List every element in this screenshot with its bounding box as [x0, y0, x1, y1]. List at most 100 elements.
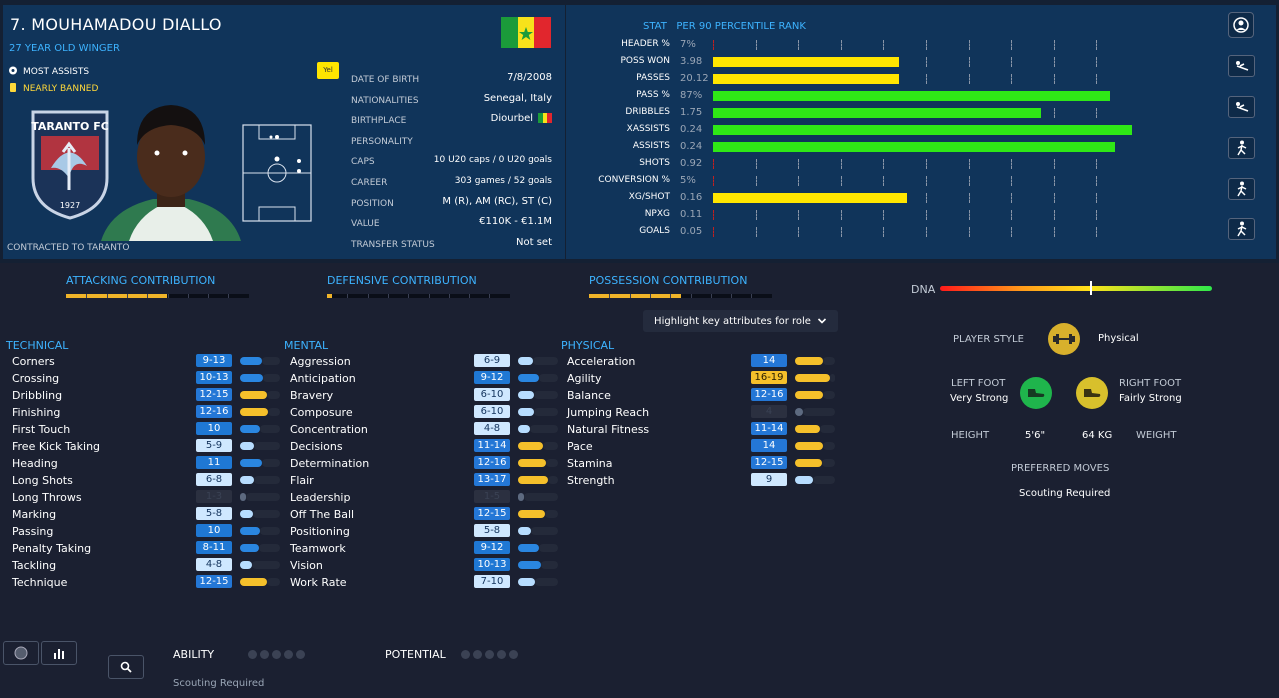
contribution-track: [589, 294, 772, 298]
attribute-bar-track: [267, 391, 280, 399]
attribute-bar: [518, 493, 524, 501]
attribute-bar-track: [830, 374, 835, 382]
running-player-icon: [1236, 221, 1246, 237]
stat-gridline: [1053, 176, 1055, 186]
player-header: 7. MOUHAMADOU DIALLO 27 YEAR OLD WINGER …: [0, 0, 1279, 263]
attribute-value-badge: 16-19: [751, 371, 787, 384]
attribute-bar: [518, 442, 543, 450]
running-button[interactable]: [1228, 137, 1255, 159]
dna-marker: [1089, 281, 1092, 295]
attribute-bar-track: [260, 425, 280, 433]
dribbling-button[interactable]: [1228, 178, 1255, 200]
detail-label: NATIONALITIES: [351, 95, 419, 106]
chart-view-button[interactable]: [41, 641, 77, 665]
stat-gridline: [1053, 159, 1055, 169]
stat-gridline: [968, 227, 970, 237]
attribute-name: Agility: [567, 372, 602, 385]
stat-gridline: [1011, 74, 1013, 84]
search-button[interactable]: [108, 655, 144, 679]
attribute-value-badge: 4-8: [474, 422, 510, 435]
contribution-tick: [489, 294, 491, 298]
attribute-bar: [795, 476, 813, 484]
weight-value: 64 KG: [1082, 430, 1113, 441]
attribute-name: Off The Ball: [290, 508, 355, 521]
attribute-bar: [240, 357, 262, 365]
attribute-name: Jumping Reach: [567, 406, 650, 419]
profile-button[interactable]: [1228, 12, 1254, 38]
contribution-tick: [710, 294, 712, 298]
stat-gridline: [926, 193, 927, 203]
contribution-tick: [428, 294, 430, 298]
senegal-flag-icon: [501, 17, 551, 48]
attribute-bar: [240, 510, 253, 518]
stat-value: 7%: [680, 39, 696, 50]
stat-gridline: [1011, 57, 1013, 67]
search-icon: [120, 661, 132, 673]
stat-gridline: [883, 227, 885, 237]
stat-gridline: [883, 210, 885, 220]
attribute-value-badge: 10: [196, 422, 232, 435]
attribute-bar-track: [539, 544, 558, 552]
detail-label: DATE OF BIRTH: [351, 75, 420, 85]
attribute-name: Finishing: [12, 406, 61, 419]
stat-gridline: [1011, 193, 1013, 203]
note-label: MOST ASSISTS: [23, 67, 90, 77]
attribute-value-badge: 9-12: [474, 541, 510, 554]
contract-text: CONTRACTED TO TARANTO: [7, 243, 130, 253]
chevron-down-icon: [817, 318, 827, 324]
attribute-bar-track: [259, 544, 280, 552]
attribute-name: Pace: [567, 440, 593, 453]
attribute-bar: [795, 459, 822, 467]
star-placeholder: [296, 650, 305, 659]
stat-gridlines: [713, 227, 1133, 237]
stat-gridline: [968, 40, 970, 50]
contribution-tick: [690, 294, 692, 298]
contribution-tick: [469, 294, 471, 298]
note-label: NEARLY BANNED: [23, 84, 99, 94]
attribute-value-badge: 12-15: [196, 575, 232, 588]
attribute-bar: [518, 425, 530, 433]
stat-gridline: [1096, 176, 1098, 186]
scouting-required-text: Scouting Required: [173, 678, 265, 689]
stat-value: 0.16: [680, 192, 703, 203]
attribute-bar-track: [254, 476, 280, 484]
highlight-dropdown[interactable]: Highlight key attributes for role: [643, 310, 838, 332]
attribute-value-badge: 12-16: [196, 405, 232, 418]
contribution-tick: [208, 294, 210, 298]
star-placeholder: [461, 650, 470, 659]
attribute-bar-track: [548, 476, 558, 484]
attribute-bar: [518, 578, 535, 586]
header-button[interactable]: [1228, 96, 1255, 118]
stat-gridline: [1096, 159, 1098, 169]
sliding-tackle-button[interactable]: [1228, 55, 1255, 77]
detail-value: €110K - €1.1M: [479, 216, 552, 228]
stat-value: 0.92: [680, 158, 703, 169]
stat-gridline: [798, 176, 800, 186]
stat-bar: [713, 74, 899, 84]
stat-gridline: [798, 40, 800, 50]
stat-gridline: [1053, 210, 1055, 220]
attribute-value-badge: 5-8: [196, 507, 232, 520]
stat-gridline: [840, 176, 842, 186]
stat-gridline: [1053, 193, 1055, 203]
attribute-value-badge: 6-9: [474, 354, 510, 367]
club-crest-icon: TARANTO FC 1927: [31, 110, 109, 220]
stat-gridline: [926, 176, 927, 186]
view-toggle-button[interactable]: [3, 641, 39, 665]
sliding-tackle-icon: [1235, 102, 1248, 112]
attribute-name: Technique: [12, 576, 68, 589]
detail-value: Not set: [516, 236, 552, 248]
player-style-value: Physical: [1098, 333, 1139, 344]
attribute-name: Composure: [290, 406, 353, 419]
attribute-value-badge: 6-10: [474, 405, 510, 418]
shooting-button[interactable]: [1228, 218, 1255, 240]
stat-bar: [713, 57, 899, 67]
attribute-bar: [518, 476, 548, 484]
attribute-section-title: TECHNICAL: [6, 339, 69, 352]
attribute-name: Heading: [12, 457, 58, 470]
attribute-value-badge: 11: [196, 456, 232, 469]
crest-text: TARANTO FC: [31, 120, 109, 133]
bar-chart-icon: [54, 649, 64, 659]
detail-label: PERSONALITY: [351, 136, 413, 147]
attribute-name: Anticipation: [290, 372, 356, 385]
